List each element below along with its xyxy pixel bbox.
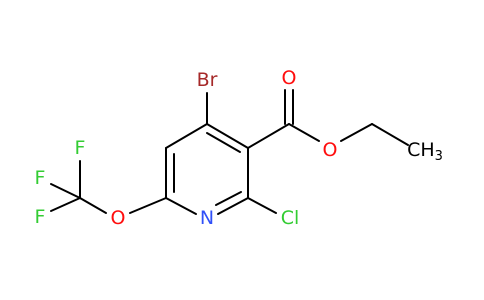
bond (247, 123, 290, 149)
atom-label-main: CH (407, 139, 435, 161)
bond (165, 123, 208, 149)
atom-label: F (35, 206, 46, 228)
bonds (50, 89, 409, 215)
atom-label: Cl (281, 207, 300, 229)
atom-label: CH3 (407, 139, 443, 164)
atom-label: O (323, 139, 338, 161)
atom-label: N (200, 207, 214, 229)
bond (129, 197, 167, 214)
bond (206, 123, 249, 149)
bond (340, 123, 373, 142)
atom-label: F (35, 167, 46, 189)
bond (247, 197, 277, 214)
atom-label: Br (197, 69, 218, 91)
atom-label: O (111, 207, 126, 229)
bond (217, 197, 249, 215)
bond (371, 123, 409, 146)
bond (79, 197, 107, 214)
bond (50, 183, 81, 199)
atom-label: O (282, 67, 297, 89)
atom-label: F (75, 137, 86, 159)
atom-label-subscript: 3 (435, 149, 443, 164)
bond (50, 197, 81, 212)
bond (288, 123, 320, 142)
bond (165, 197, 197, 215)
bond (215, 191, 242, 206)
bond (206, 132, 241, 153)
